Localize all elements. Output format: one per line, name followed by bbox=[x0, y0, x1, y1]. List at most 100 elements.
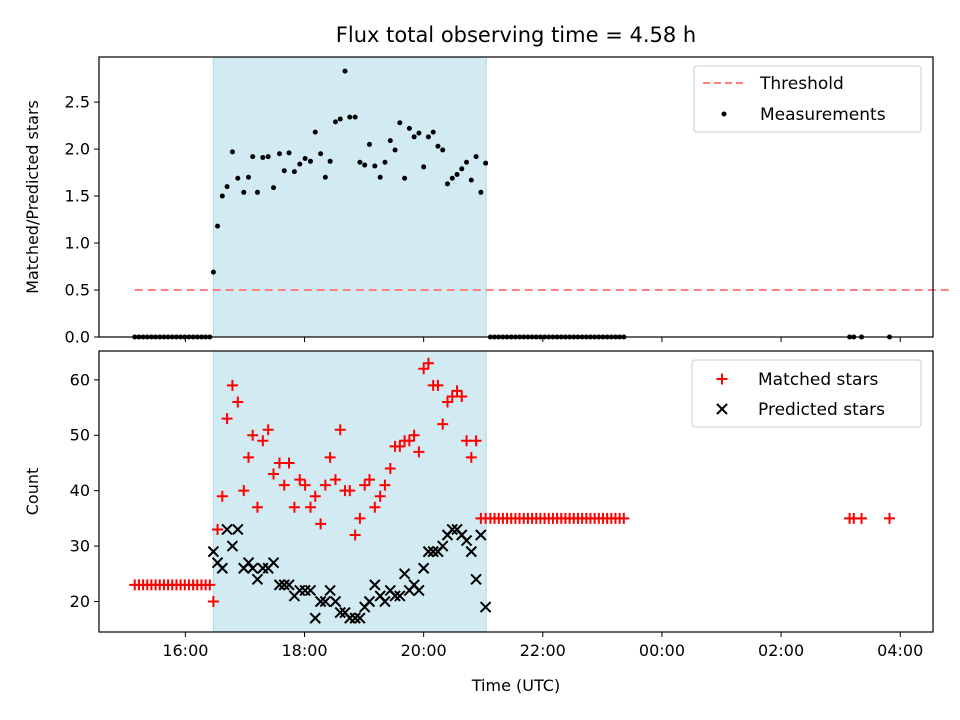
measurement-point bbox=[357, 159, 363, 165]
matched-star-point bbox=[422, 357, 434, 369]
measurement-point bbox=[265, 154, 271, 160]
matched-star-point bbox=[470, 435, 482, 447]
predicted-star-point bbox=[446, 523, 458, 536]
bottom-legend-box bbox=[691, 359, 922, 428]
measurement-point bbox=[366, 141, 372, 147]
predicted-stars-legend-swatch bbox=[716, 403, 728, 415]
predicted-star-point bbox=[246, 562, 259, 574]
x-tick-label: 04:00 bbox=[877, 641, 923, 660]
predicted-star-point bbox=[221, 523, 233, 536]
matched-star-point bbox=[315, 518, 327, 530]
observing-window-top bbox=[212, 56, 487, 338]
measurement-point bbox=[397, 120, 403, 126]
predicted-star-point bbox=[369, 579, 381, 591]
predicted-star-point bbox=[334, 606, 346, 619]
y-tick-label: 20 bbox=[70, 592, 90, 611]
measurement-point bbox=[312, 129, 318, 135]
matched-star-point bbox=[324, 451, 336, 463]
matched-star-point bbox=[394, 440, 406, 452]
bottom-panel: 20 30 40 50 60 16:00 18:00 20:00 22:00 00:00 02:00… bbox=[23, 350, 934, 695]
measurement-point bbox=[250, 154, 256, 160]
measurement-point bbox=[318, 151, 324, 157]
measurement-point bbox=[362, 162, 368, 168]
predicted-star-point bbox=[324, 584, 336, 597]
y-tick-label: 0.0 bbox=[65, 328, 90, 347]
bottom-y-axis-label: Count bbox=[23, 468, 42, 516]
matched-star-point bbox=[349, 529, 361, 541]
matched-star-point bbox=[221, 413, 233, 425]
measurement-point bbox=[271, 185, 277, 191]
matched-star-point bbox=[363, 474, 375, 486]
measurement-point bbox=[406, 125, 412, 131]
measurement-point bbox=[449, 175, 455, 181]
measurement-point bbox=[411, 134, 417, 140]
axes-frame bbox=[98, 350, 934, 633]
y-tick-label: 0.5 bbox=[65, 281, 90, 300]
measurement-point bbox=[387, 138, 393, 144]
predicted-star-point bbox=[427, 545, 439, 558]
predicted-star-point bbox=[363, 595, 376, 608]
matched-star-point bbox=[243, 451, 255, 463]
measurements-legend-label: Measurements bbox=[760, 105, 886, 125]
matched-star-point bbox=[226, 379, 238, 391]
measurement-point bbox=[241, 189, 247, 195]
figure-title: Flux total observing time = 4.58 h bbox=[336, 23, 696, 47]
matched-star-point bbox=[379, 479, 391, 491]
matched-star-point bbox=[268, 468, 280, 480]
measurement-point bbox=[235, 175, 241, 181]
predicted-star-point bbox=[283, 579, 295, 591]
matched-star-point bbox=[334, 424, 346, 436]
measurement-point bbox=[382, 159, 388, 165]
matched-star-point bbox=[446, 390, 458, 402]
top-panel: 0.0 0.5 1.0 1.5 2.0 2.5 Matched/Predicted sta… bbox=[23, 56, 951, 347]
measurement-point bbox=[332, 119, 338, 125]
matched-star-point bbox=[294, 474, 306, 486]
measurement-point bbox=[277, 151, 283, 157]
matched-star-point bbox=[283, 457, 295, 469]
matched-star-point bbox=[432, 379, 444, 391]
observing-window-shade bbox=[212, 56, 487, 338]
matched-star-point bbox=[418, 363, 430, 375]
matched-star-point bbox=[251, 501, 263, 513]
matched-star-point bbox=[456, 390, 468, 402]
y-tick-label: 1.0 bbox=[65, 234, 90, 253]
predicted-star-point bbox=[470, 573, 482, 586]
predicted-star-point bbox=[422, 545, 435, 558]
y-tick-label: 2.0 bbox=[65, 140, 90, 159]
measurement-point bbox=[352, 114, 358, 120]
matched-star-point bbox=[408, 429, 420, 441]
x-tick-label: 20:00 bbox=[401, 641, 447, 660]
measurement-point bbox=[392, 147, 398, 153]
predicted-star-point bbox=[437, 540, 449, 552]
measurement-point bbox=[402, 175, 408, 181]
matched-star-point bbox=[247, 429, 259, 441]
matched-star-point bbox=[384, 462, 396, 474]
measurement-point bbox=[464, 159, 470, 165]
predicted-star-point bbox=[389, 590, 401, 602]
top-panel-axes: 0.0 0.5 1.0 1.5 2.0 2.5 bbox=[65, 56, 934, 347]
measurement-point bbox=[372, 163, 378, 169]
predicted-star-point bbox=[329, 595, 342, 608]
measurement-point bbox=[260, 155, 266, 161]
measurement-point bbox=[307, 158, 313, 164]
predicted-star-point bbox=[354, 612, 366, 624]
measurement-point bbox=[347, 114, 353, 120]
y-tick-label: 60 bbox=[70, 370, 90, 389]
matched-stars-legend-marker bbox=[716, 373, 728, 385]
predicted-star-point bbox=[273, 579, 286, 591]
matched-star-point bbox=[354, 512, 366, 524]
measurement-point bbox=[286, 150, 292, 156]
predicted-star-point bbox=[460, 534, 473, 547]
predicted-star-point bbox=[251, 573, 264, 586]
predicted-star-point bbox=[278, 579, 290, 591]
predicted-star-point bbox=[394, 590, 406, 602]
x-tick-label: 22:00 bbox=[520, 641, 566, 660]
bottom-legend: Matched stars Predicted stars bbox=[691, 359, 922, 428]
matched-star-point bbox=[369, 501, 381, 513]
matched-star-point bbox=[465, 451, 477, 463]
measurement-point bbox=[291, 169, 297, 175]
measurement-point bbox=[302, 155, 308, 161]
matched-star-point bbox=[238, 485, 250, 497]
measurement-point bbox=[246, 174, 252, 180]
